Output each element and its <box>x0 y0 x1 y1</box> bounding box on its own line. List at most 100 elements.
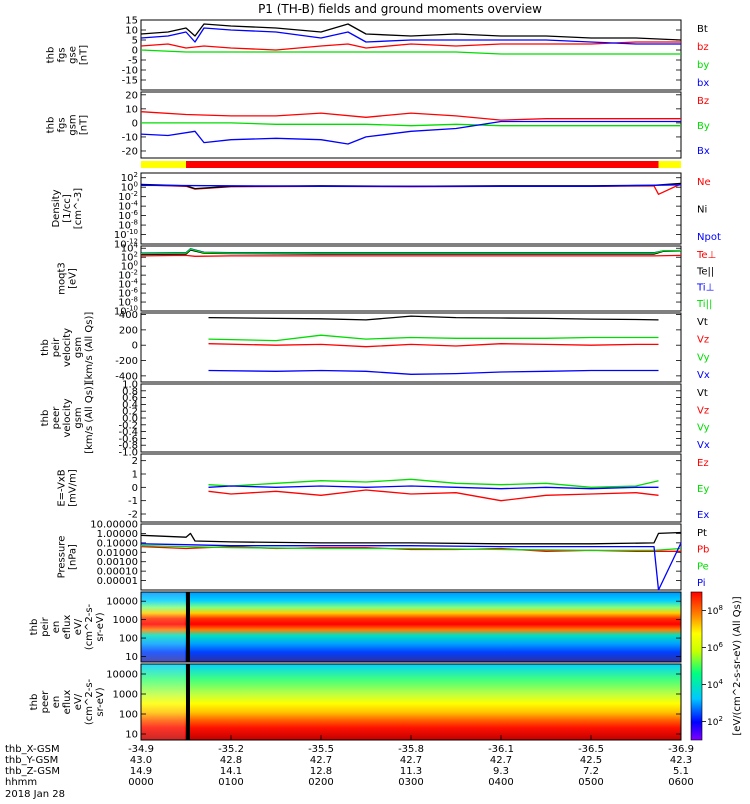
x-tick-label: 0100 <box>218 777 243 788</box>
panel-frame <box>140 91 682 159</box>
colorbar-tick-label: 104 <box>707 678 723 691</box>
y-axis-label: en <box>51 696 62 709</box>
y-axis-label: eV/ <box>73 618 84 635</box>
x-row-label: thb_X-GSM <box>5 744 60 755</box>
y-tick-label: 10 <box>125 730 138 741</box>
y-axis-label: [km/s (All Qs)] <box>84 382 95 454</box>
y-axis-label: [nT] <box>79 45 90 65</box>
y-axis-label: [mV/m] <box>68 469 79 507</box>
y-tick-label: -15 <box>122 76 138 87</box>
x-tick-label: 9.3 <box>493 766 509 777</box>
y-tick-label: 0 <box>132 46 138 57</box>
panel-fgs-gsm: 20 10 0 -10 -20 thb fgs gsm [nT] Bz By Bx <box>46 90 710 159</box>
y-tick-label: -20 <box>122 146 138 157</box>
legend-Ey: Ey <box>697 484 709 495</box>
y-axis-label: sr-eV) <box>95 687 106 716</box>
x-tick-label: 42.8 <box>220 755 242 766</box>
series-By <box>141 122 681 127</box>
series-Ti|| <box>140 248 682 255</box>
panel-peir-velocity: 400 200 0 -200 -400 thb peir velocity gsm [km/s (… <box>40 310 710 383</box>
y-axis-label: moqt3 <box>57 262 68 295</box>
x-tick-label: 0000 <box>128 777 153 788</box>
y-axis-label: gsm <box>68 114 79 135</box>
series-Te⊥ <box>140 254 682 257</box>
y-tick-label: 1 <box>132 470 138 481</box>
x-row-label: thb_Z-GSM <box>5 766 60 777</box>
x-tick-label: -36.9 <box>668 744 694 755</box>
y-axis-label: [cm^-3] <box>73 188 84 229</box>
y-tick-label: 0.10000 <box>97 538 138 549</box>
x-tick-label: 14.1 <box>220 766 242 777</box>
y-tick-label: 0.0 <box>122 414 138 425</box>
series-Bx <box>140 120 681 145</box>
mode-bar-segment-2 <box>658 161 681 168</box>
panel-frame <box>140 312 682 383</box>
series-Ey <box>208 478 659 488</box>
legend-By: By <box>697 121 710 132</box>
legend-Vy: Vy <box>697 423 710 434</box>
y-axis-label: velocity <box>62 328 73 367</box>
legend-Te||: Te|| <box>696 266 714 277</box>
x-tick-label: -34.9 <box>128 744 154 755</box>
y-tick-label: 10000 <box>106 670 138 681</box>
y-axis-label: [nPa] <box>68 544 79 570</box>
y-axis-label: gsm <box>73 337 84 358</box>
legend-Ni: Ni <box>697 205 707 216</box>
y-axis-label: fgs <box>57 117 68 132</box>
y-tick-label: 10 <box>125 26 138 37</box>
y-axis-label: thb <box>46 47 57 64</box>
y-tick-label: 0.4 <box>122 400 138 411</box>
x-tick-label: 42.7 <box>310 755 332 766</box>
y-axis-label: thb <box>29 694 40 711</box>
y-tick-label: 0.00010 <box>97 567 138 578</box>
legend-Pi: Pi <box>697 578 706 589</box>
series-bz <box>140 41 681 51</box>
panel-density: 10210010-210-410-610-810-1010-12Density[… <box>51 171 721 250</box>
legend-bz: bz <box>697 42 709 53</box>
series-Ez <box>208 489 659 502</box>
legend-Npot: Npot <box>697 232 721 243</box>
spectrogram-fill <box>184 664 681 740</box>
legend-Vt: Vt <box>697 388 708 399</box>
series-Te|| <box>140 249 682 256</box>
x-tick-label: 43.0 <box>130 755 152 766</box>
y-axis-label: thb <box>46 117 57 134</box>
y-axis-label: eflux <box>62 615 73 640</box>
series-bx <box>140 27 681 45</box>
y-axis-label: thb <box>29 619 40 636</box>
y-tick-label: 100 <box>119 634 138 645</box>
series-Pt <box>140 531 682 545</box>
series-Pe <box>140 545 682 552</box>
x-tick-label: 14.9 <box>130 766 152 777</box>
panel-frame <box>140 172 682 245</box>
x-row-label: hhmm <box>5 777 37 788</box>
y-axis-label: [nT] <box>79 115 90 135</box>
y-axis-label: eflux <box>62 690 73 715</box>
legend-Ez: Ez <box>697 458 709 469</box>
y-axis-label: fgs <box>57 47 68 62</box>
x-tick-label: -35.5 <box>308 744 334 755</box>
legend-Vz: Vz <box>697 335 709 346</box>
y-tick-label: 0.8 <box>122 386 138 397</box>
y-axis-label: peer <box>40 690 51 714</box>
y-axis-label: eV/ <box>73 693 84 710</box>
y-tick-label: 0.00001 <box>97 576 138 587</box>
panel-frame <box>140 523 682 591</box>
y-tick-label: 10 <box>125 104 138 115</box>
panel-peer-eflux: 10000 1000 100 10 thb peer en eflux eV/(cm^2-s-s… <box>29 663 682 741</box>
x-tick-label: 42.7 <box>490 755 512 766</box>
y-tick-label: 1.00000 <box>97 529 138 540</box>
colorbar-tick-label: 108 <box>707 604 723 617</box>
y-axis-label: [1/cc] <box>62 194 73 223</box>
y-tick-label: 5 <box>132 36 138 47</box>
x-tick-label: -35.2 <box>218 744 244 755</box>
y-tick-label: -0.2 <box>118 420 138 431</box>
legend-Vy: Vy <box>697 352 710 363</box>
x-tick-label: -36.5 <box>578 744 604 755</box>
y-axis-label: peir <box>51 337 62 357</box>
spectrogram-fill <box>184 592 681 662</box>
x-tick-label: 11.3 <box>400 766 422 777</box>
